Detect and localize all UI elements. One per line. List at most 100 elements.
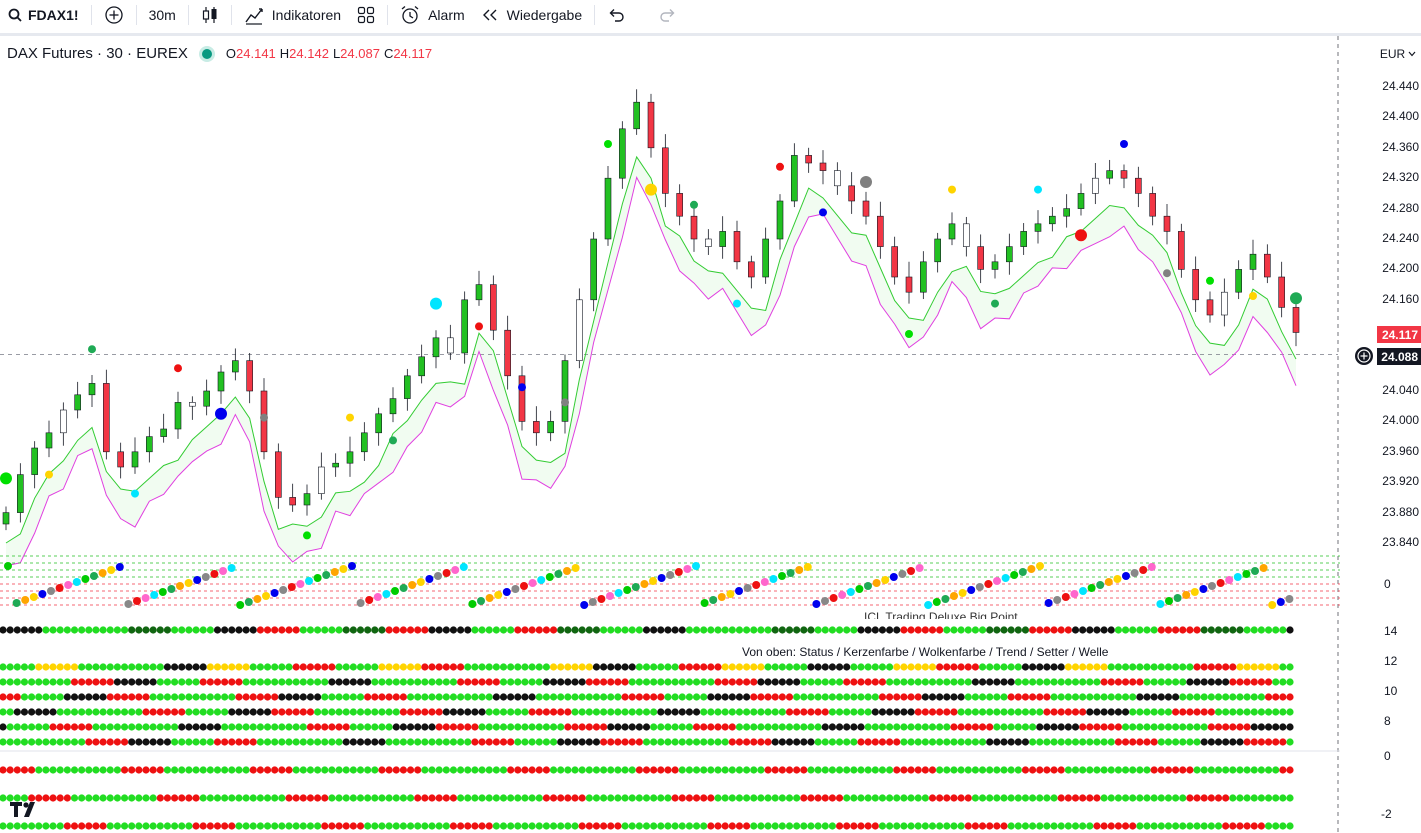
status-row-dot <box>414 626 422 634</box>
price-axis[interactable]: 24.440 24.400 24.360 24.320 24.280 24.240 24.2… <box>1340 36 1421 833</box>
status-row-dot <box>49 693 57 701</box>
status-row-dot <box>721 738 729 746</box>
redo-button[interactable] <box>651 0 685 30</box>
status-row-dot <box>228 708 236 716</box>
status-row-dot <box>235 822 243 830</box>
status-row-dot <box>421 626 429 634</box>
status-row-dot <box>542 708 551 716</box>
status-row-dot <box>1093 663 1101 671</box>
status-row-dot <box>1214 678 1223 686</box>
candle-body <box>246 360 253 392</box>
status-row-dot <box>442 678 450 686</box>
dots-pane-dot <box>1018 568 1027 576</box>
indicators-button[interactable]: Indikatoren <box>236 0 349 30</box>
status-row-dot <box>678 693 686 701</box>
status-row-dot <box>585 693 593 701</box>
candle-body <box>748 261 755 278</box>
status-row-dot <box>335 822 343 830</box>
status-row-dot <box>928 738 937 746</box>
status-row-dot <box>1172 822 1180 830</box>
status-row-dot <box>936 708 944 716</box>
dots-pane-dot <box>477 597 485 605</box>
dots-pane-dot <box>1268 601 1277 609</box>
divider <box>135 5 137 25</box>
status-row-dot <box>1100 766 1108 774</box>
status-row-dot <box>621 738 629 746</box>
status-row-dot <box>149 822 157 830</box>
status-row-dot <box>1243 723 1251 731</box>
status-row-dot <box>1143 708 1151 716</box>
status-row-dot <box>971 626 980 634</box>
status-row-dot <box>1179 708 1187 716</box>
status-row-dot <box>671 723 679 731</box>
compare-symbol-button[interactable] <box>96 0 132 30</box>
status-row-dot <box>1200 663 1208 671</box>
dots-pane-dot <box>193 576 202 584</box>
dots-pane-dot <box>1165 597 1173 605</box>
status-row-dot <box>578 663 586 671</box>
status-row-dot <box>814 822 822 830</box>
candle-body <box>232 360 239 373</box>
status-row-dot <box>993 822 1001 830</box>
status-row-dot <box>878 794 887 802</box>
status-row-dot <box>1222 794 1230 802</box>
status-row-dot <box>857 794 865 802</box>
status-row-dot <box>864 794 872 802</box>
status-row-dot <box>650 723 658 731</box>
status-row-dot <box>399 794 407 802</box>
status-row-dot <box>843 693 851 701</box>
currency-button[interactable]: EUR <box>1376 44 1420 64</box>
status-row-dot <box>785 626 794 634</box>
dots-pane-dot <box>1276 598 1285 606</box>
dots-pane-dot <box>1216 579 1225 587</box>
status-row-dot <box>1079 626 1087 634</box>
status-row-dot <box>171 766 179 774</box>
status-row-dot <box>528 822 536 830</box>
tradingview-logo[interactable] <box>10 801 42 819</box>
status-row-dot <box>249 663 257 671</box>
status-row-dot <box>1157 663 1165 671</box>
status-row-dot <box>993 794 1001 802</box>
status-row-dot <box>13 822 21 830</box>
status-row-dot <box>1279 794 1287 802</box>
dots-pane-dot <box>210 570 219 578</box>
dots-pane-dot <box>55 584 64 592</box>
interval-button[interactable]: 30m <box>141 0 184 30</box>
status-row-dot <box>1121 794 1130 802</box>
dots-pane-dot <box>1070 590 1079 598</box>
dots-pane-dot <box>1199 585 1208 593</box>
status-row-dot <box>900 738 908 746</box>
chart-canvas[interactable] <box>0 36 1340 833</box>
status-row-dot <box>835 626 844 634</box>
status-row-dot <box>721 822 729 830</box>
signal-marker <box>645 183 657 196</box>
status-row-dot <box>163 794 172 802</box>
status-row-dot <box>28 766 36 774</box>
status-row-dot <box>70 822 79 830</box>
status-row-dot <box>1286 738 1294 746</box>
status-row-dot <box>807 693 815 701</box>
symbol-search-button[interactable]: FDAX1! <box>0 0 87 30</box>
status-row-dot <box>793 738 801 746</box>
status-row-dot <box>1272 794 1280 802</box>
status-row-dot <box>70 708 79 716</box>
undo-button[interactable] <box>599 0 633 30</box>
status-row-dot <box>0 693 7 701</box>
chart-type-button[interactable] <box>193 0 227 30</box>
add-alert-crosshair-button[interactable] <box>1355 347 1373 365</box>
status-row-dot <box>857 723 865 731</box>
status-row-dot <box>628 723 636 731</box>
alarm-button[interactable]: Alarm <box>392 0 473 30</box>
status-row-dot <box>185 693 193 701</box>
templates-button[interactable] <box>349 0 383 30</box>
status-row-dot <box>213 766 222 774</box>
status-row-dot <box>1057 794 1065 802</box>
status-row-dot <box>1057 766 1065 774</box>
status-row-dot <box>1150 708 1158 716</box>
replay-button[interactable]: Wiedergabe <box>473 0 591 30</box>
status-row-dot <box>28 822 36 830</box>
status-row-dot <box>1236 663 1244 671</box>
status-row-dot <box>1036 708 1044 716</box>
dots-pane-dot <box>700 599 709 607</box>
status-row-dot <box>1129 626 1137 634</box>
